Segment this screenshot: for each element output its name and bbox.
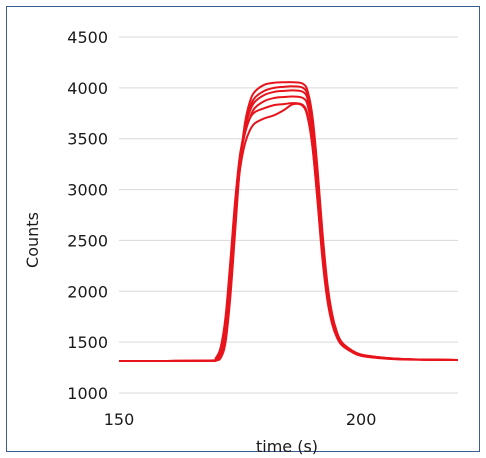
y-tick-label: 1500 bbox=[67, 333, 108, 352]
series-line-3 bbox=[118, 95, 459, 362]
y-tick-label: 3000 bbox=[67, 181, 108, 200]
series-line-1 bbox=[118, 102, 459, 362]
y-tick-label: 1000 bbox=[67, 384, 108, 403]
y-tick-label: 3500 bbox=[67, 130, 108, 149]
chart-frame bbox=[6, 6, 480, 452]
series-line-6 bbox=[118, 81, 459, 362]
y-tick-label: 4500 bbox=[67, 28, 108, 47]
series-layer bbox=[118, 81, 459, 362]
gridlines bbox=[119, 36, 458, 394]
y-tick-label: 2000 bbox=[67, 282, 108, 301]
x-axis-label: time (s) bbox=[256, 437, 318, 456]
y-tick-label: 4000 bbox=[67, 79, 108, 98]
y-axis-label: Counts bbox=[23, 212, 42, 268]
x-tick-label: 200 bbox=[346, 410, 377, 429]
series-line-5 bbox=[118, 85, 459, 362]
series-line-4 bbox=[118, 89, 459, 362]
x-tick-label: 150 bbox=[104, 410, 135, 429]
tick-labels: 1000 1500 2000 2500 3000 3500 4000 4500 150 200 bbox=[67, 28, 376, 429]
series-line-2 bbox=[118, 102, 459, 362]
y-tick-label: 2500 bbox=[67, 231, 108, 250]
